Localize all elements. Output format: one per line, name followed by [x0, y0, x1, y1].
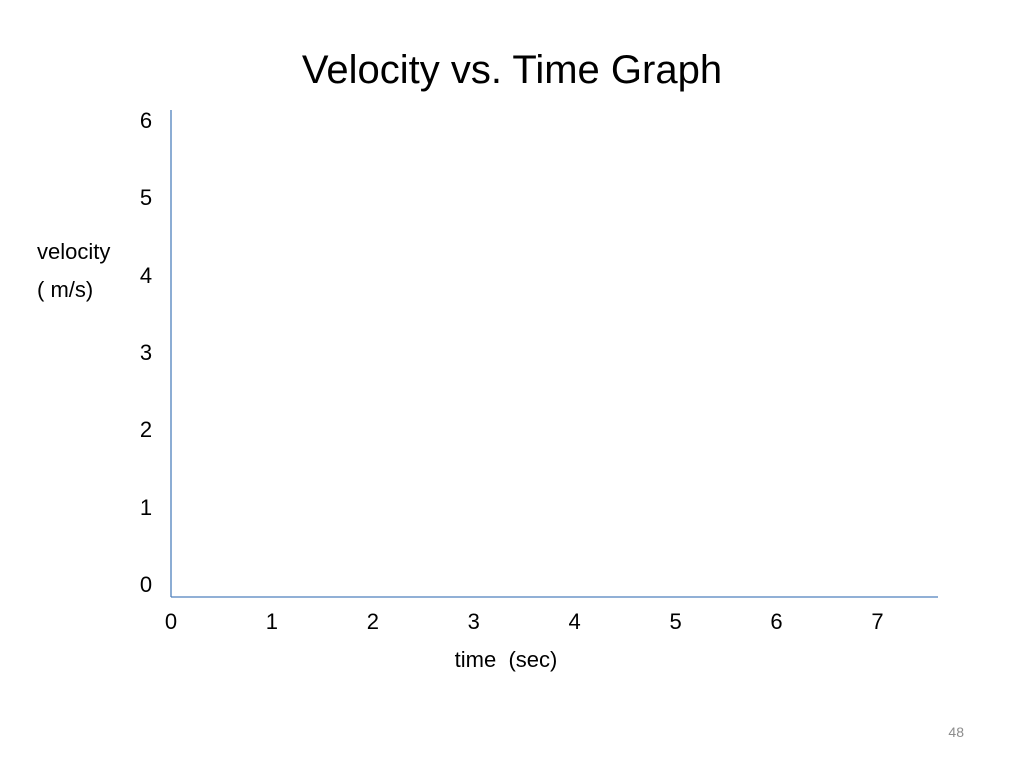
- x-tick-label: 4: [568, 609, 581, 634]
- x-tick-label: 3: [467, 609, 480, 634]
- x-tick-label: 2: [366, 609, 379, 634]
- x-tick-label: 5: [669, 609, 682, 634]
- x-tick-label: 7: [871, 609, 884, 634]
- x-tick-label: 6: [770, 609, 783, 634]
- y-tick-label: 3: [139, 340, 153, 366]
- y-axis-label: velocity ( m/s): [37, 239, 111, 302]
- y-tick-label: 0: [139, 572, 153, 597]
- y-tick-label: 2: [139, 417, 153, 443]
- y-tick-label: 4: [139, 262, 153, 288]
- x-tick-label: 0: [164, 609, 178, 634]
- y-tick-label: 6: [139, 108, 153, 134]
- x-axis-label: time (sec): [454, 647, 558, 672]
- y-tick-label: 1: [139, 494, 153, 520]
- slide-number: 48: [948, 724, 964, 740]
- x-tick-label: 1: [265, 609, 279, 634]
- chart-title: Velocity vs. Time Graph: [301, 48, 723, 92]
- y-tick-label: 5: [139, 185, 153, 211]
